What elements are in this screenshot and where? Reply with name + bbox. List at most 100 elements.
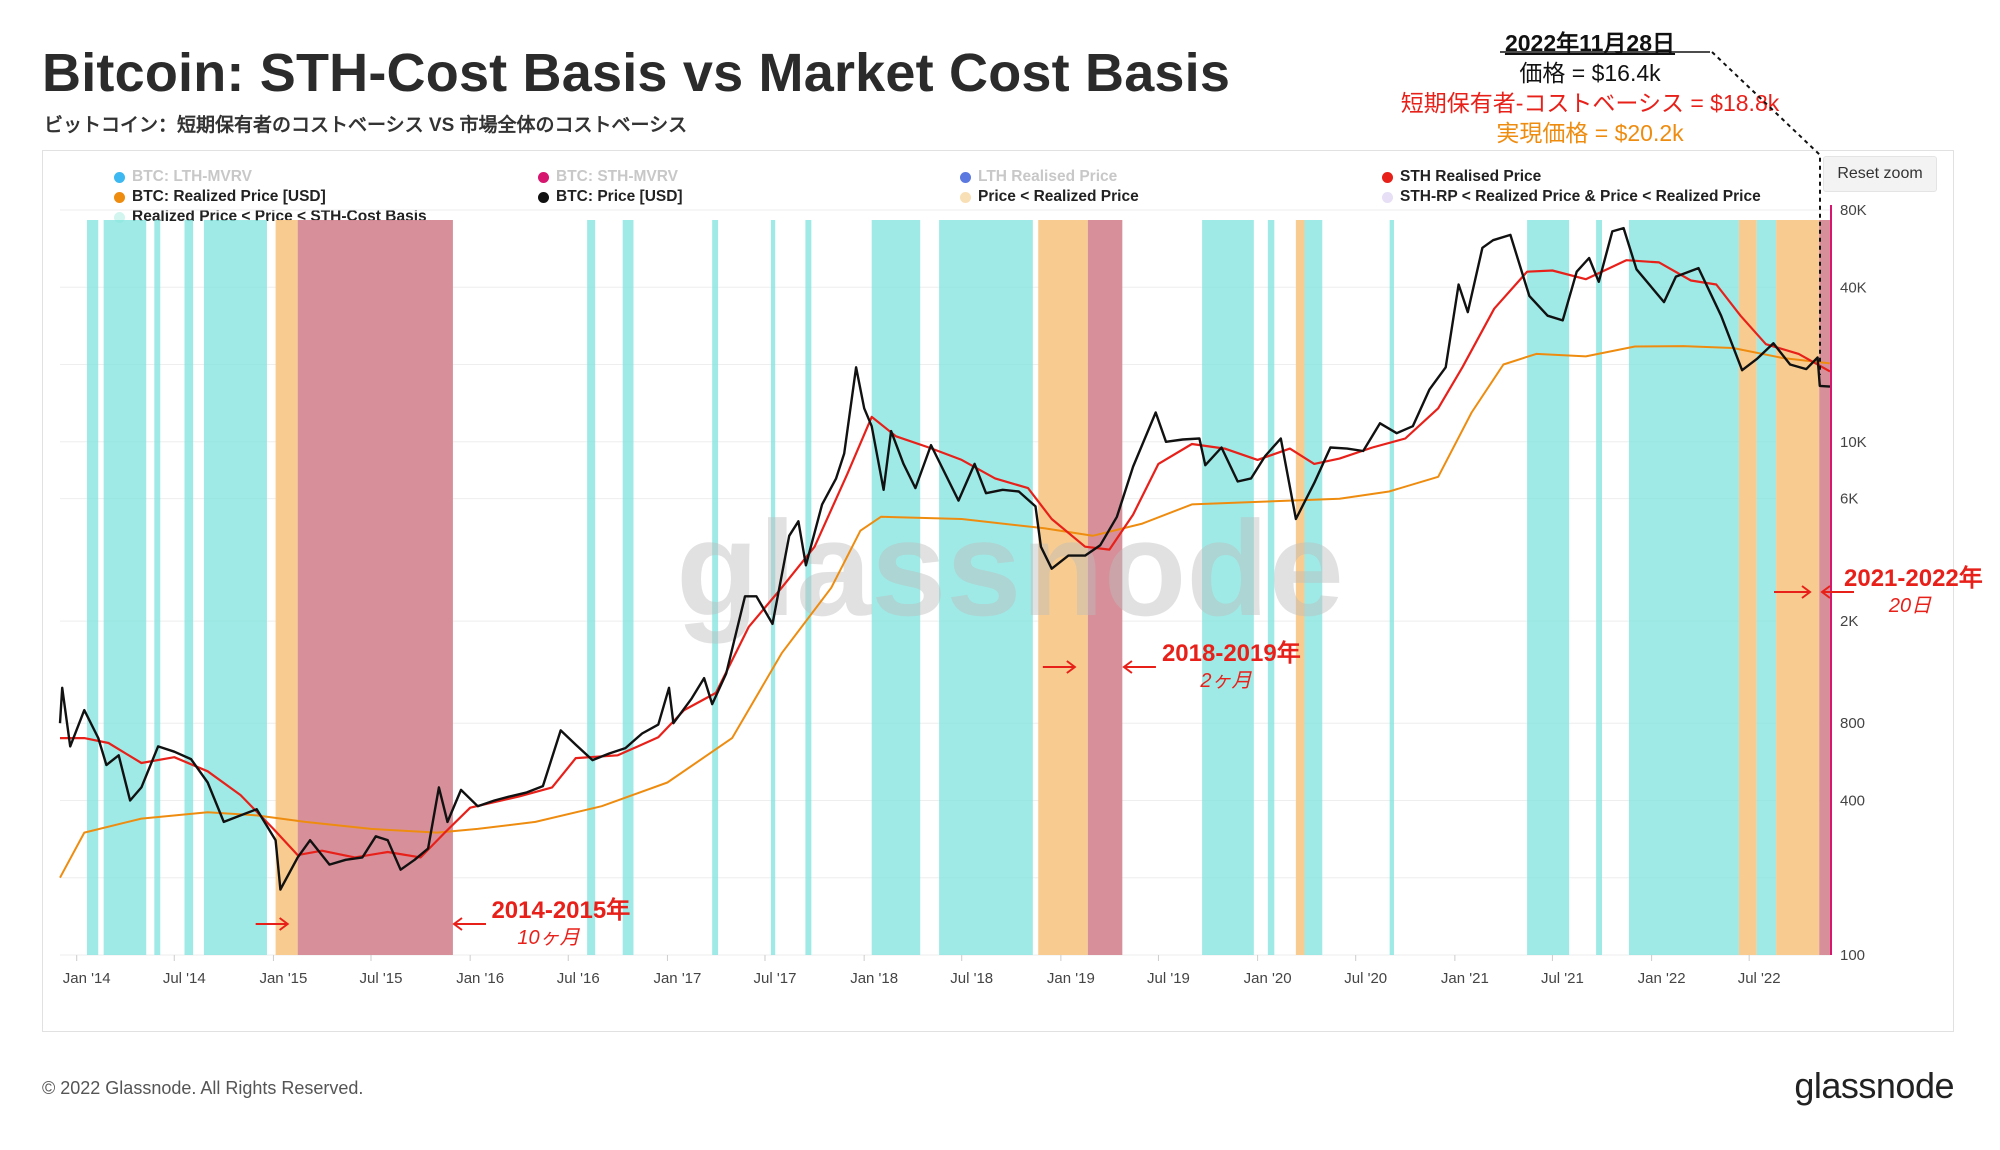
x-tick-label: Jul '19 [1147,970,1190,987]
x-tick-label: Jan '22 [1638,970,1686,987]
y-tick-label: 100 [1840,947,1865,964]
legend-item-price-below-realized[interactable]: Price < Realized Price [960,188,1139,206]
legend-item-lth-realised-price[interactable]: LTH Realised Price [960,168,1117,186]
copyright-footer: © 2022 Glassnode. All Rights Reserved. [42,1078,364,1098]
band-cyan [203,220,267,955]
band-cyan [154,220,161,955]
band-cyan [1389,220,1394,955]
y-tick-label: 80K [1840,202,1867,219]
x-tick-label: Jul '21 [1541,970,1584,987]
annotation-realized-price: 実現価格 = $20.2k [1496,120,1684,146]
chart-lines [58,226,1831,891]
band-cyan [622,220,634,955]
band-cyan [1726,220,1739,955]
x-tick-label: Jan '14 [63,970,111,987]
legend-dot-icon [960,171,971,183]
era-sub-2014-2015: 10ヶ月 [517,927,580,949]
chart-annotations: 2014-2015年 10ヶ月 2018-2019年 2ヶ月 2021-2022年 20日 [255,51,1983,949]
arrowhead-icon [1066,660,1077,674]
legend-item-realized-price[interactable]: BTC: Realized Price [USD] [114,188,326,206]
band-orange [1038,220,1088,955]
chart-axes: Jan '14 Jul '14 Jan '15 Jul '15 Jan '16 Jul '… [63,202,1867,987]
band-cyan [1628,220,1727,955]
legend-label: BTC: Price [USD] [556,188,683,205]
band-cyan [712,220,719,955]
annotation-price: 価格 = $16.4k [1519,60,1661,86]
annotation-sth-cost-basis: 短期保有者-コストベーシス = $18.8k [1400,90,1780,116]
sth-realised-price-line [60,259,1831,859]
band-cyan [805,220,812,955]
band-cyan [1267,220,1275,955]
page-subtitle: ビットコイン：短期保有者のコストベーシス VS 市場全体のコストベーシス [44,115,688,136]
band-cyan [939,220,1033,955]
band-red [1819,220,1830,955]
y-tick-label: 40K [1840,279,1867,296]
legend-label: STH Realised Price [1400,168,1542,185]
reset-zoom-button[interactable]: Reset zoom [1823,156,1937,192]
band-cyan [770,220,776,955]
x-tick-label: Jan '21 [1441,970,1489,987]
band-orange [1295,220,1305,955]
band-orange [1776,220,1820,955]
legend-label: STH-RP < Realized Price & Price < Realiz… [1400,188,1761,205]
band-cyan [1756,220,1777,955]
legend-dot-icon [1382,191,1393,203]
arrowhead-icon [1122,660,1133,674]
band-cyan [1202,220,1254,955]
era-label-2021-2022: 2021-2022年 [1844,564,1983,592]
x-tick-label: Jan '19 [1047,970,1095,987]
band-orange [275,220,298,955]
band-orange [1738,220,1757,955]
x-tick-label: Jul '17 [754,970,797,987]
x-tick-label: Jan '18 [850,970,898,987]
y-tick-label: 400 [1840,792,1865,809]
x-tick-label: Jul '15 [360,970,403,987]
legend-label: Price < Realized Price [978,188,1139,205]
chart-bands [86,220,1830,955]
y-tick-label: 10K [1840,434,1867,451]
legend-label: LTH Realised Price [978,168,1118,185]
y-tick-label: 6K [1840,491,1858,508]
legend-item-lth-mvrv[interactable]: BTC: LTH-MVRV [114,168,252,186]
band-cyan [184,220,194,955]
arrowhead-icon [1801,585,1812,599]
era-sub-2021-2022: 20日 [1888,595,1932,617]
y-tick-label: 800 [1840,715,1865,732]
band-red [1087,220,1123,955]
band-cyan [587,220,596,955]
legend-item-price[interactable]: BTC: Price [USD] [538,188,683,206]
era-label-2018-2019: 2018-2019年 [1162,639,1301,667]
legend-dot-icon [538,191,549,203]
x-tick-label: Jul '16 [557,970,600,987]
x-tick-label: Jul '18 [950,970,993,987]
x-tick-label: Jul '14 [163,970,206,987]
page-title: Bitcoin: STH-Cost Basis vs Market Cost B… [42,43,1231,103]
band-cyan [1596,220,1603,955]
x-tick-label: Jul '22 [1738,970,1781,987]
x-tick-label: Jan '17 [653,970,701,987]
legend-dot-icon [538,171,549,183]
era-sub-2018-2019: 2ヶ月 [1199,670,1252,692]
legend-dot-icon [114,211,125,223]
legend-dot-icon [114,171,125,183]
band-cyan [86,220,99,955]
arrowhead-icon [279,917,290,931]
legend-label: BTC: Realized Price [USD] [132,188,326,205]
price-line [58,226,1831,891]
band-cyan [1527,220,1570,955]
x-tick-label: Jan '15 [259,970,307,987]
x-tick-label: Jan '20 [1244,970,1292,987]
realized-price-line [59,345,1831,879]
x-tick-label: Jan '16 [456,970,504,987]
legend-item-sth-realised-price[interactable]: STH Realised Price [1382,168,1541,186]
legend-label: BTC: LTH-MVRV [132,168,252,185]
brand-logo: glassnode [1794,1065,1954,1106]
arrowhead-icon [452,917,463,931]
legend-dot-icon [960,191,971,203]
legend-item-sth-mvrv[interactable]: BTC: STH-MVRV [538,168,678,186]
band-cyan [871,220,921,955]
legend-dot-icon [114,191,125,203]
legend-dot-icon [1382,171,1393,183]
legend-item-sth-rp-below-realized[interactable]: STH-RP < Realized Price & Price < Realiz… [1382,188,1761,206]
